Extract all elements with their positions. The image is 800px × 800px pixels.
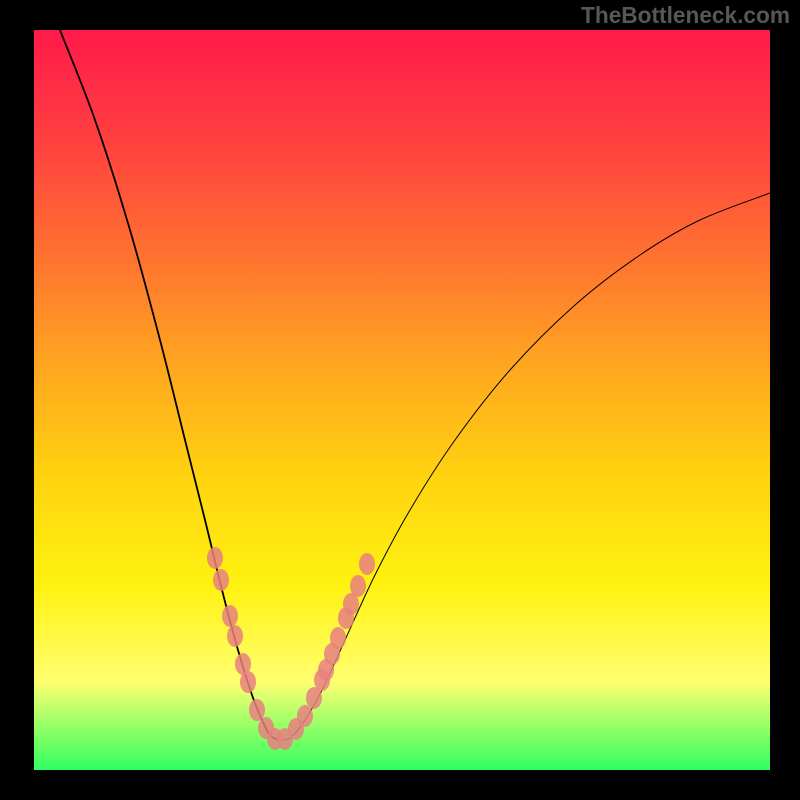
plot-gradient-area: [34, 30, 770, 770]
data-marker: [227, 625, 243, 647]
chart-svg: [34, 30, 770, 770]
data-marker: [350, 575, 366, 597]
right-curve: [278, 193, 770, 740]
data-marker: [240, 671, 256, 693]
data-marker: [330, 627, 346, 649]
left-curve: [60, 30, 278, 740]
data-marker: [222, 605, 238, 627]
data-marker: [249, 699, 265, 721]
data-marker: [213, 569, 229, 591]
data-marker: [297, 705, 313, 727]
data-marker: [359, 553, 375, 575]
watermark-text: TheBottleneck.com: [581, 2, 790, 29]
markers-group: [207, 547, 375, 750]
data-marker: [207, 547, 223, 569]
